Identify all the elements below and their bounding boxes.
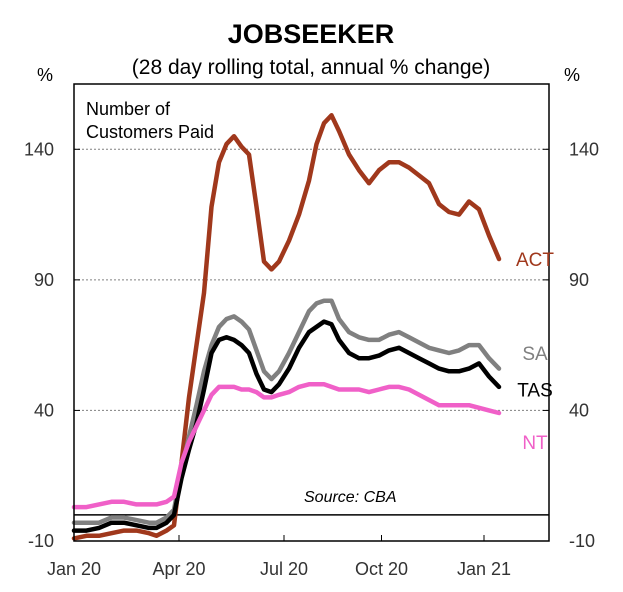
source-note: Source: CBA: [304, 489, 396, 506]
y-tick-right-40: 40: [569, 400, 589, 420]
annotation-line-2: Customers Paid: [86, 122, 214, 142]
annotation-line-1: Number of: [86, 99, 171, 119]
y-tick-left-140: 140: [24, 139, 54, 159]
series-label-act: ACT: [516, 250, 554, 271]
series-line-nt: [71, 382, 502, 510]
x-tick-label-0: Jan 20: [47, 559, 101, 579]
x-tick-label-3: Oct 20: [355, 559, 408, 579]
y-tick-right-140: 140: [569, 139, 599, 159]
y-tick-labels: -10 -10 40 40 90 90 140 140: [24, 139, 599, 551]
plot-frame: [73, 83, 550, 542]
series-label-nt: NT: [522, 433, 548, 454]
y-tick-left-40: 40: [34, 400, 54, 420]
x-tick-label-1: Apr 20: [152, 559, 205, 579]
y-tick-right-90: 90: [569, 270, 589, 290]
right-unit-label: %: [564, 65, 580, 85]
y-tick-right--10: -10: [569, 531, 595, 551]
gridlines: [74, 148, 549, 411]
x-tick-labels: Jan 20 Apr 20 Jul 20 Oct 20 Jan 21: [47, 559, 511, 579]
tick-marks: [73, 148, 549, 541]
series-label-tas: TAS: [517, 381, 553, 402]
y-tick-left--10: -10: [28, 531, 54, 551]
chart-title: JOBSEEKER: [228, 19, 395, 49]
series-line-act: [71, 113, 502, 541]
series-line-sa: [71, 298, 502, 525]
series-labels: ACT SA TAS NT: [516, 250, 554, 454]
left-unit-label: %: [37, 65, 53, 85]
series-line-tas: [71, 319, 502, 533]
y-tick-left-90: 90: [34, 270, 54, 290]
x-tick-label-2: Jul 20: [260, 559, 308, 579]
x-tick-label-4: Jan 21: [457, 559, 511, 579]
chart-subtitle: (28 day rolling total, annual % change): [132, 56, 490, 79]
series-lines: [71, 113, 502, 541]
series-label-sa: SA: [522, 344, 548, 365]
